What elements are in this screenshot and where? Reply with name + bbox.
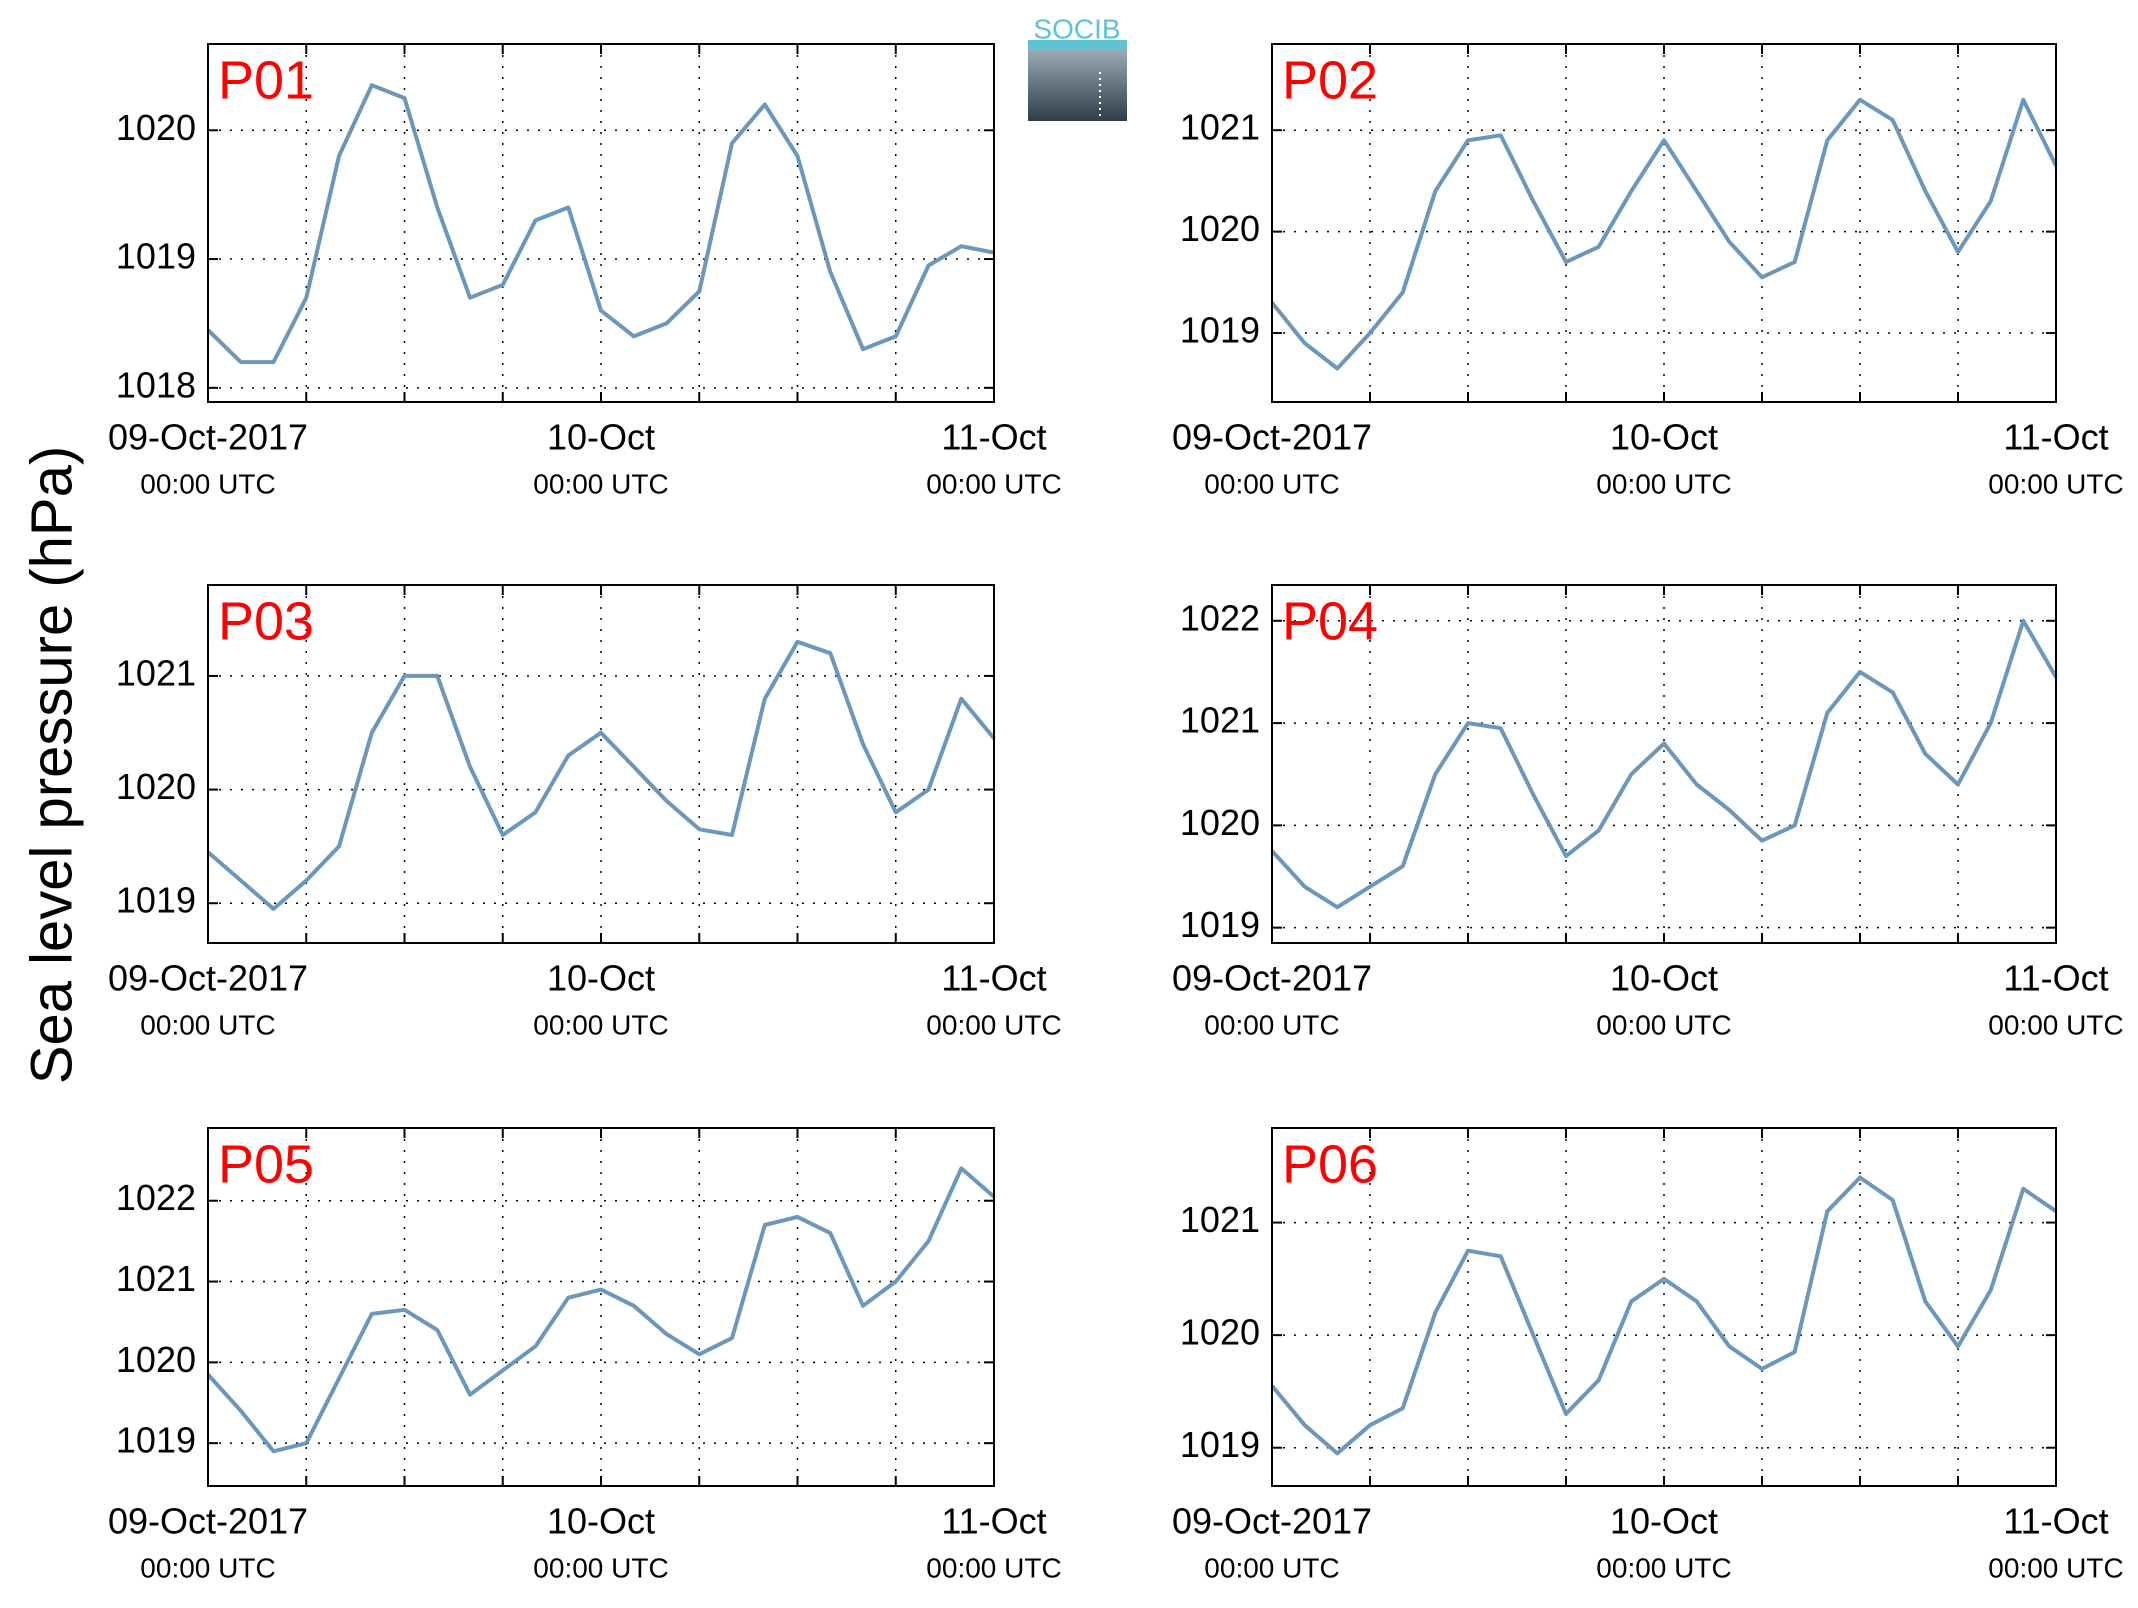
x-tick-label: 10-Oct: [547, 417, 655, 458]
x-tick-label: 09-Oct-2017: [1172, 958, 1372, 999]
data-line: [206, 83, 995, 365]
axes-frame: [1271, 584, 2057, 944]
y-tick-label: 1020: [1180, 1312, 1260, 1353]
logo: SOCIB: [1028, 13, 1127, 121]
x-tick-label: 09-Oct-2017: [1172, 417, 1372, 458]
axes-frame: [1271, 1127, 2057, 1487]
data-line: [1270, 97, 2058, 371]
y-tick-label: 1019: [116, 1420, 196, 1461]
chart-title: P04: [1282, 591, 1378, 651]
x-tick-label: 10-Oct: [547, 1501, 655, 1542]
data-line: [206, 639, 996, 911]
y-tick-label: 1020: [1180, 208, 1260, 249]
x-tick-sublabel: 00:00 UTC: [926, 1552, 1061, 1583]
logo-wave: [1028, 40, 1127, 50]
logo-block: [1028, 46, 1127, 121]
subplot: 1019 1020 1021 09-Oct-2017 00:00 UTC 10-Oct 00…: [108, 584, 1062, 1040]
y-tick-label: 1019: [1180, 904, 1260, 945]
y-tick-label: 1021: [1180, 1199, 1260, 1240]
x-tick-label: 11-Oct: [941, 417, 1046, 458]
x-tick-label: 09-Oct-2017: [108, 1501, 308, 1542]
x-tick-label: 11-Oct: [2003, 1501, 2108, 1542]
x-tick-label: 10-Oct: [1610, 1501, 1718, 1542]
x-tick-label: 09-Oct-2017: [1172, 1501, 1372, 1542]
y-tick-label: 1021: [116, 652, 196, 693]
x-tick-sublabel: 00:00 UTC: [140, 468, 275, 499]
x-tick-sublabel: 00:00 UTC: [533, 1552, 668, 1583]
chart-title: P03: [218, 591, 314, 651]
x-tick-sublabel: 00:00 UTC: [140, 1009, 275, 1040]
chart-title: P01: [218, 50, 314, 110]
x-tick-sublabel: 00:00 UTC: [1596, 1009, 1731, 1040]
y-tick-label: 1022: [1180, 597, 1260, 638]
y-tick-label: 1020: [1180, 802, 1260, 843]
y-tick-label: 1019: [1180, 310, 1260, 351]
subplot: 1019 1020 1021 1022 09-Oct-2017 00:00 UTC 10-O…: [108, 1127, 1062, 1583]
y-tick-label: 1019: [116, 236, 196, 277]
x-tick-label: 10-Oct: [1610, 417, 1718, 458]
y-tick-label: 1019: [116, 880, 196, 921]
x-tick-label: 09-Oct-2017: [108, 958, 308, 999]
x-tick-sublabel: 00:00 UTC: [1204, 1009, 1339, 1040]
y-tick-label: 1020: [116, 107, 196, 148]
x-tick-sublabel: 00:00 UTC: [1596, 468, 1731, 499]
data-line: [1270, 1175, 2058, 1456]
x-tick-sublabel: 00:00 UTC: [1988, 1009, 2123, 1040]
x-tick-label: 11-Oct: [2003, 958, 2108, 999]
logo-text: SOCIB: [1033, 13, 1120, 44]
axes-frame: [207, 1127, 995, 1487]
x-tick-label: 09-Oct-2017: [108, 417, 308, 458]
chart-title: P05: [218, 1134, 314, 1194]
x-tick-sublabel: 00:00 UTC: [1988, 1552, 2123, 1583]
y-tick-label: 1021: [1180, 700, 1260, 741]
x-tick-sublabel: 00:00 UTC: [140, 1552, 275, 1583]
x-tick-label: 10-Oct: [547, 958, 655, 999]
y-tick-label: 1020: [116, 766, 196, 807]
axes-frame: [207, 43, 995, 403]
axes-frame: [207, 584, 995, 944]
x-tick-label: 11-Oct: [941, 1501, 1046, 1542]
y-tick-label: 1020: [116, 1339, 196, 1380]
y-tick-label: 1021: [116, 1258, 196, 1299]
data-line: [1270, 618, 2058, 910]
y-tick-label: 1021: [1180, 107, 1260, 148]
x-tick-sublabel: 00:00 UTC: [1204, 468, 1339, 499]
x-tick-sublabel: 00:00 UTC: [1988, 468, 2123, 499]
x-tick-sublabel: 00:00 UTC: [533, 1009, 668, 1040]
y-tick-label: 1019: [1180, 1424, 1260, 1465]
x-tick-label: 11-Oct: [941, 958, 1046, 999]
y-axis-label: Sea level pressure (hPa): [19, 446, 84, 1084]
subplot: 1019 1020 1021 09-Oct-2017 00:00 UTC 10-Oct 00…: [1172, 43, 2124, 499]
subplot: 1019 1020 1021 09-Oct-2017 00:00 UTC 10-Oct 00…: [1172, 1127, 2124, 1583]
chart-title: P02: [1282, 50, 1378, 110]
x-tick-sublabel: 00:00 UTC: [533, 468, 668, 499]
x-tick-sublabel: 00:00 UTC: [1204, 1552, 1339, 1583]
subplot: 1018 1019 1020 09-Oct-2017 00:00 UTC 10-Oct 00…: [108, 43, 1062, 499]
chart-title: P06: [1282, 1134, 1378, 1194]
data-line: [206, 1166, 996, 1454]
x-tick-sublabel: 00:00 UTC: [926, 468, 1061, 499]
x-tick-sublabel: 00:00 UTC: [1596, 1552, 1731, 1583]
x-tick-label: 11-Oct: [2003, 417, 2108, 458]
x-tick-label: 10-Oct: [1610, 958, 1718, 999]
axes-frame: [1271, 43, 2057, 403]
subplot: 1019 1020 1021 1022 09-Oct-2017 00:00 UTC 10-O…: [1172, 584, 2124, 1040]
y-tick-label: 1022: [116, 1177, 196, 1218]
y-tick-label: 1018: [116, 364, 196, 405]
x-tick-sublabel: 00:00 UTC: [926, 1009, 1061, 1040]
